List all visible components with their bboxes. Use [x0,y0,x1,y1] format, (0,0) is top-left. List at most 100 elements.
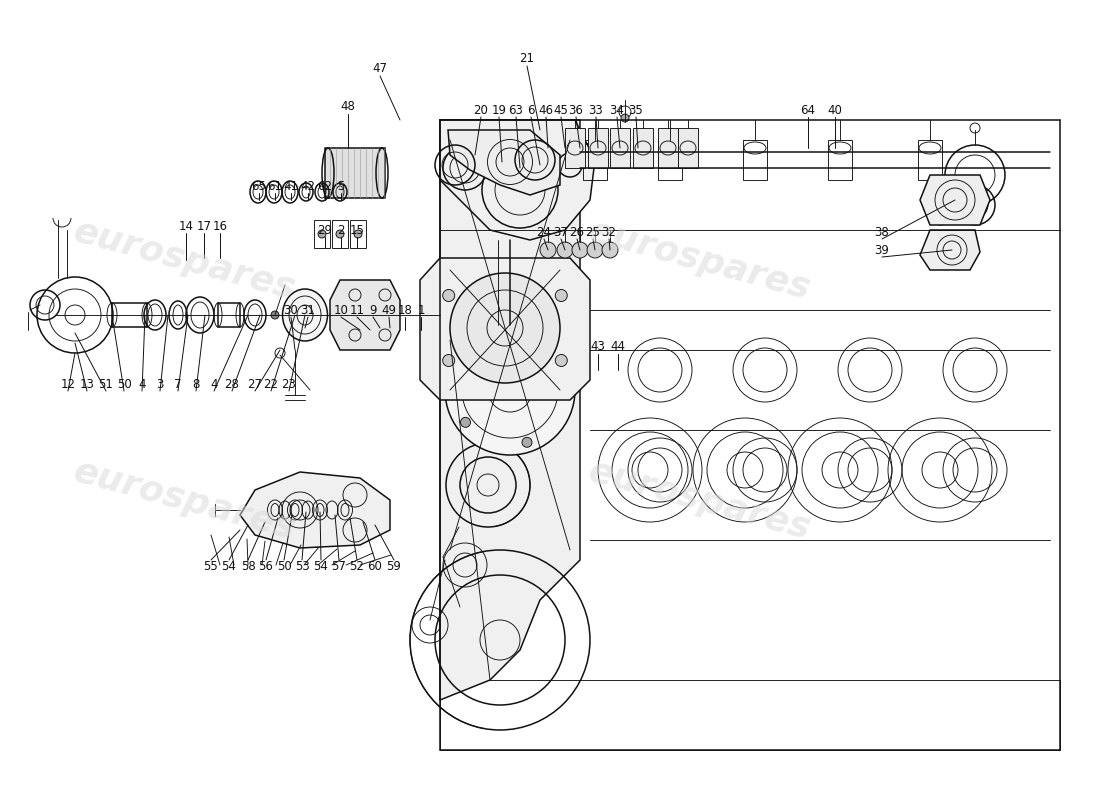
Circle shape [587,242,603,258]
Text: 44: 44 [610,341,626,354]
Bar [632,128,653,168]
Text: 23: 23 [282,378,296,390]
Text: eurospares: eurospares [585,454,815,546]
Text: 11: 11 [350,303,364,317]
Circle shape [461,353,471,362]
Text: 19: 19 [492,103,506,117]
Text: 40: 40 [827,103,843,117]
Circle shape [557,242,573,258]
Text: 53: 53 [295,561,309,574]
Text: 52: 52 [350,561,364,574]
Text: 35: 35 [628,103,643,117]
Bar [350,220,366,248]
Bar [583,140,607,180]
Text: 36: 36 [569,103,583,117]
Text: 20: 20 [474,103,488,117]
Polygon shape [440,120,580,700]
Circle shape [602,242,618,258]
Bar [218,303,240,327]
Text: 3: 3 [156,378,164,390]
Text: 27: 27 [248,378,263,390]
Text: 26: 26 [570,226,584,238]
Polygon shape [920,175,990,225]
Circle shape [556,354,568,366]
Text: 32: 32 [602,226,616,238]
Polygon shape [448,130,560,195]
Circle shape [446,325,575,455]
Circle shape [522,333,532,342]
Circle shape [461,418,471,427]
Text: 50: 50 [117,378,131,390]
Text: 49: 49 [382,303,396,317]
Text: 16: 16 [212,219,228,233]
Text: 54: 54 [221,561,236,574]
Circle shape [556,290,568,302]
Text: 50: 50 [276,561,292,574]
Text: 41: 41 [284,179,298,193]
Circle shape [522,438,532,447]
Polygon shape [330,280,400,350]
Text: 18: 18 [397,303,412,317]
Text: 4: 4 [139,378,145,390]
Circle shape [621,114,629,122]
Text: 12: 12 [60,378,76,390]
Bar [742,140,767,180]
Text: 21: 21 [519,51,535,65]
Text: 59: 59 [386,561,402,574]
Text: 46: 46 [539,103,553,117]
Text: 2: 2 [338,223,344,237]
Text: eurospares: eurospares [70,454,300,546]
Text: 24: 24 [537,226,551,238]
Circle shape [560,385,570,395]
Text: 64: 64 [801,103,815,117]
Bar [918,140,942,180]
Circle shape [442,290,454,302]
Text: 42: 42 [300,179,316,193]
Text: 57: 57 [331,561,346,574]
Circle shape [572,242,588,258]
Text: 34: 34 [609,103,625,117]
Text: 48: 48 [341,101,355,114]
Text: 6: 6 [527,103,535,117]
Bar [314,220,330,248]
Bar [658,140,682,180]
Text: 30: 30 [284,303,298,317]
Text: 14: 14 [178,219,194,233]
Text: 45: 45 [553,103,569,117]
Text: 4: 4 [210,378,218,390]
Text: 31: 31 [300,303,316,317]
Text: 15: 15 [350,223,364,237]
Bar [610,128,630,168]
Text: 51: 51 [99,378,113,390]
Bar [565,128,585,168]
Polygon shape [440,120,595,240]
Bar [440,680,1060,750]
Polygon shape [420,258,590,400]
Text: 17: 17 [197,219,211,233]
Text: 61: 61 [267,179,283,193]
Bar [588,128,608,168]
Circle shape [442,354,454,366]
Circle shape [540,242,556,258]
Bar [324,148,385,198]
Text: 33: 33 [588,103,604,117]
Text: 39: 39 [874,243,890,257]
Text: 9: 9 [370,303,376,317]
Text: 22: 22 [264,378,278,390]
Text: 56: 56 [258,561,274,574]
Circle shape [354,230,362,238]
Polygon shape [240,472,390,548]
Text: 8: 8 [192,378,200,390]
Circle shape [318,230,326,238]
Bar [658,128,678,168]
Circle shape [271,311,279,319]
Text: 28: 28 [224,378,240,390]
Text: 25: 25 [585,226,601,238]
Text: 55: 55 [204,561,219,574]
Text: 7: 7 [174,378,182,390]
Bar [112,303,147,327]
Polygon shape [930,180,975,225]
Text: 37: 37 [553,226,569,238]
Text: 43: 43 [591,341,605,354]
Circle shape [450,273,560,383]
